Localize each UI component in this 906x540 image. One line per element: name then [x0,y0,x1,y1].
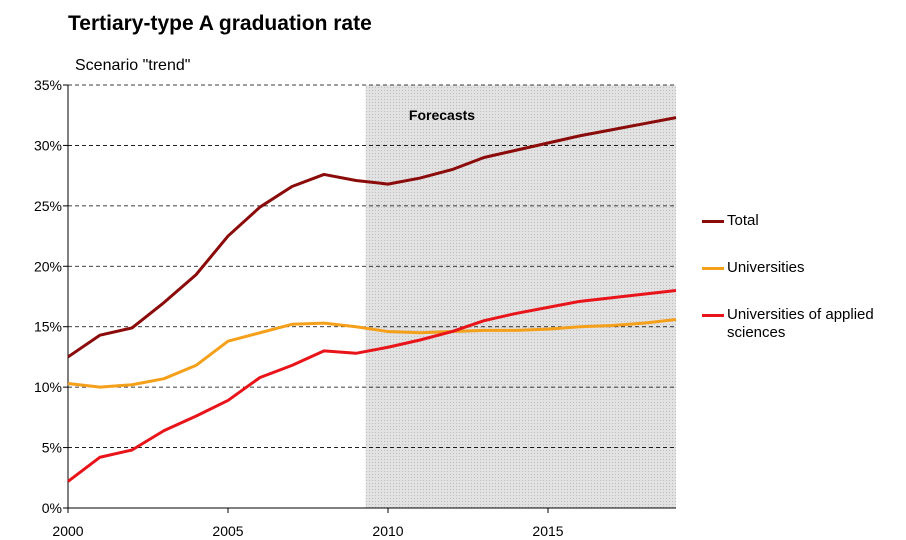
y-tick-label: 0% [42,500,62,516]
y-tick-label: 20% [34,258,62,274]
legend-item: Universities of applied sciences [702,306,902,342]
y-tick-label: 10% [34,379,62,395]
legend-swatch [702,267,724,270]
forecast-label: Forecasts [409,107,475,123]
x-tick-label: 2010 [372,523,403,539]
legend-label: Total [727,212,759,229]
legend-item: Universities [702,259,902,277]
y-tick-label: 30% [34,137,62,153]
y-tick-label: 25% [34,198,62,214]
chart-title: Tertiary-type A graduation rate [68,12,372,35]
series-line [67,288,677,483]
legend-swatch [702,220,724,223]
series-line [67,116,677,359]
legend-label: Universities [727,259,805,276]
y-tick-label: 5% [42,440,62,456]
series-line [67,317,677,389]
legend-label: Universities of applied sciences [727,306,874,341]
y-tick-label: 15% [34,319,62,335]
x-tick-label: 2005 [212,523,243,539]
x-tick-label: 2000 [52,523,83,539]
chart-subtitle: Scenario "trend" [75,57,190,74]
x-tick-label: 2015 [532,523,563,539]
y-tick-label: 35% [34,77,62,93]
legend-item: Total [702,212,902,230]
legend-swatch [702,314,724,317]
